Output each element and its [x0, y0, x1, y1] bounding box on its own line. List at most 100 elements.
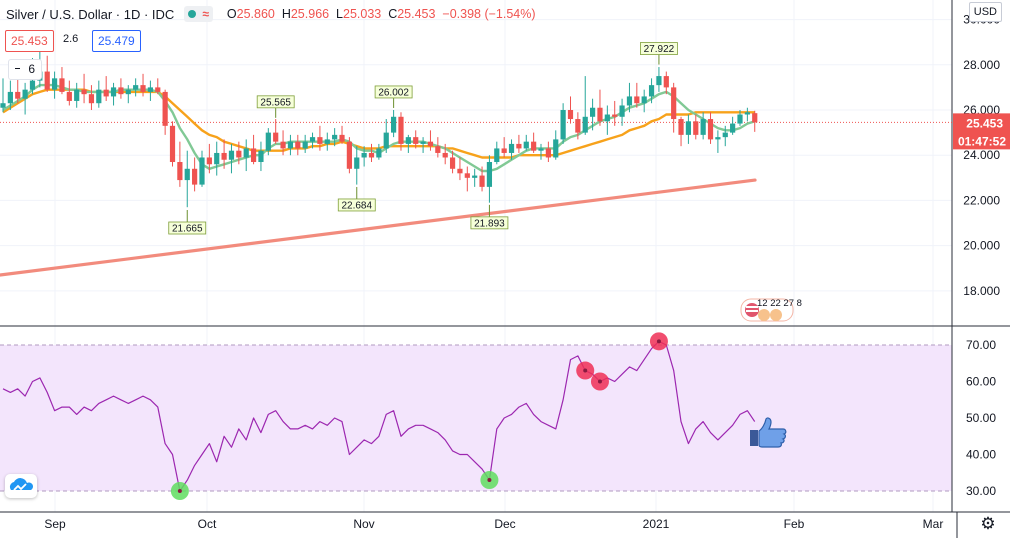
sell-price[interactable]: 25.453	[5, 30, 54, 52]
candle-body	[619, 105, 625, 117]
candle-body	[391, 116, 397, 133]
candle-body	[582, 116, 588, 133]
candle-body	[96, 89, 102, 104]
candle-body	[133, 85, 139, 90]
candle-body	[81, 89, 87, 95]
price-tag-box	[470, 216, 509, 230]
candle-body	[59, 78, 65, 92]
price-tag-box	[374, 85, 413, 99]
symbol-header[interactable]: Silver / U.S. Dollar · 1D · IDC ≈ O25.86…	[6, 5, 536, 23]
candle-body	[22, 89, 28, 99]
candle-body	[236, 150, 242, 158]
candle-body	[538, 148, 544, 151]
price-tag-box	[256, 95, 295, 109]
rsi-axis-label: 40.00	[966, 448, 996, 462]
price-tag-box	[640, 42, 678, 55]
price-axis-label: 20.000	[963, 239, 1000, 253]
candle-body	[641, 96, 647, 104]
rsi-axis-label: 30.00	[966, 484, 996, 498]
dividend-icon	[770, 309, 782, 321]
candle-body	[354, 157, 360, 169]
rsi-marker-dot	[583, 368, 588, 373]
candle-body	[663, 76, 669, 88]
candle-body	[494, 148, 500, 162]
rsi-band	[0, 345, 952, 491]
buy-price[interactable]: 25.479	[92, 30, 141, 52]
candle-body	[199, 157, 205, 185]
candle-body	[346, 141, 352, 169]
candle-body	[449, 157, 456, 169]
candle-body	[597, 107, 603, 122]
candle-body	[214, 152, 220, 165]
time-axis-label: Sep	[44, 517, 66, 531]
rsi-marker-dot	[177, 489, 182, 493]
candle-body	[501, 148, 507, 153]
currency-unit[interactable]: USD	[968, 2, 1002, 22]
candle-body	[435, 146, 441, 153]
candle-body	[206, 157, 212, 165]
rsi-axis-label: 70.00	[966, 338, 996, 352]
candle-body	[103, 89, 109, 97]
price-tags: 21.665 25.565 22.684 26.002 21.893 27.922	[168, 42, 678, 235]
moving-averages	[0, 83, 757, 277]
candle-body	[169, 125, 176, 162]
candle-body	[442, 152, 448, 158]
candle-body	[553, 139, 559, 158]
candle-body	[177, 162, 183, 181]
price-tag-text: 22.684	[341, 200, 372, 211]
candle-body	[317, 137, 323, 144]
candle-body	[118, 87, 124, 95]
candle-body	[332, 134, 338, 140]
event-counts: 12 22 27 8	[757, 298, 802, 309]
candle-body	[368, 152, 375, 158]
candle-body	[273, 132, 279, 142]
candle-body	[15, 91, 21, 99]
candle-body	[280, 141, 286, 149]
spread-value: 2.6	[63, 33, 79, 45]
candle-body	[184, 168, 190, 181]
candle-body	[258, 150, 264, 162]
rsi-marker-dot	[656, 339, 661, 344]
indicators-toggle[interactable]: 6	[8, 59, 42, 80]
tradingview-logo[interactable]	[5, 474, 37, 498]
events-icon[interactable]: 12 22 27 8	[740, 298, 802, 322]
candle-body	[66, 91, 72, 101]
candle-body	[88, 94, 95, 104]
price-tag-box	[168, 221, 207, 235]
market-status[interactable]: ≈	[184, 6, 213, 22]
candle-body	[125, 89, 131, 95]
price-tag-text: 21.665	[172, 224, 203, 235]
candle-body	[147, 87, 153, 92]
candle-body	[464, 173, 470, 178]
candle-body	[44, 71, 50, 90]
price-axis-label: 28.000	[963, 58, 1000, 72]
candle-body	[626, 96, 633, 106]
candle-body	[575, 119, 581, 133]
candle-body	[531, 141, 537, 151]
candle-body	[162, 91, 168, 126]
rsi-line	[2, 340, 756, 492]
rsi-marker-dot	[487, 478, 492, 483]
time-axis-label: 2021	[643, 517, 670, 531]
candle-body	[250, 148, 257, 162]
price-axis-label: 24.000	[963, 148, 1000, 162]
price-tag-text: 21.893	[474, 218, 505, 229]
symbol-title[interactable]: Silver / U.S. Dollar · 1D · IDC	[6, 6, 175, 22]
candle-body	[715, 137, 721, 140]
flag-stripe	[746, 310, 758, 312]
rsi-series	[2, 332, 756, 500]
candle-body	[287, 141, 294, 149]
candle-body	[7, 91, 13, 104]
indicator-count: 6	[28, 62, 35, 76]
candle-body	[29, 80, 36, 90]
rsi-axis-label: 50.00	[966, 411, 996, 425]
settings-gear-icon[interactable]: ⚙	[980, 514, 996, 533]
rsi-axis-label: 60.00	[966, 375, 996, 389]
candle-body	[0, 103, 6, 108]
candle-body	[427, 141, 434, 147]
candle-body	[221, 152, 227, 160]
price-tag-text: 27.922	[644, 44, 675, 55]
candle-body	[295, 141, 301, 149]
